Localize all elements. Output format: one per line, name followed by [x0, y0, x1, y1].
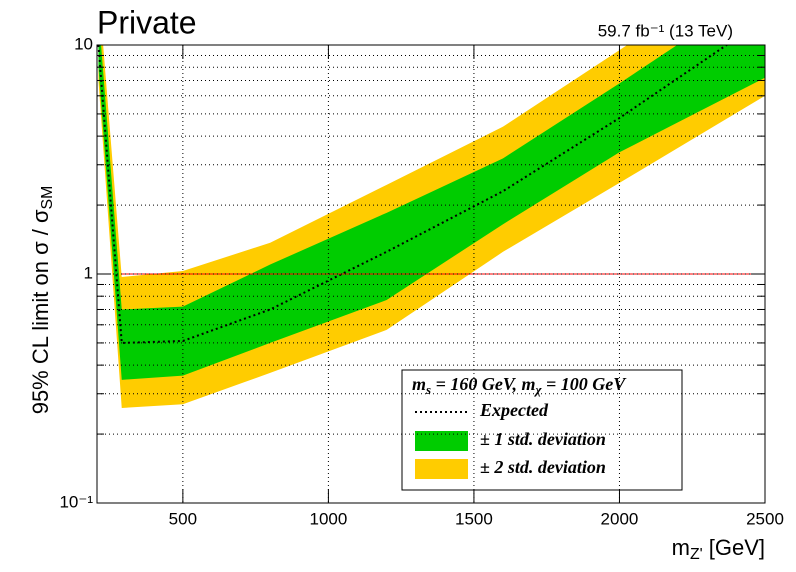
x-tick-label: 2500 [746, 509, 784, 528]
label-part: m [412, 374, 426, 394]
subtitle: 59.7 fb⁻¹ (13 TeV) [598, 21, 733, 40]
y-tick-label: 1 [84, 263, 93, 282]
label-part: = 100 GeV [542, 374, 628, 394]
label-part: m [672, 535, 690, 560]
legend-label: Expected [479, 400, 549, 420]
legend-label: ± 2 std. deviation [480, 457, 606, 477]
legend-label: ± 1 std. deviation [480, 429, 606, 449]
label-part: = 160 GeV, m [431, 374, 535, 394]
y-axis-label: 95% CL limit on σ / σSM [28, 186, 56, 415]
legend-swatch [415, 431, 468, 451]
subscript: s [425, 382, 431, 397]
label-part: 95% CL limit on σ / σ [28, 209, 53, 414]
x-tick-label: 500 [169, 509, 197, 528]
x-tick-label: 2000 [601, 509, 639, 528]
x-tick-label: 1000 [309, 509, 347, 528]
chart-title: Private [97, 4, 197, 40]
plot-overlay: 10⁻¹ 1 10 500 1000 1500 2000 2500 95% CL limit o… [28, 34, 784, 563]
legend-swatch [415, 459, 468, 479]
subscript: χ [534, 382, 543, 397]
legend-title: ms = 160 GeV, mχ = 100 GeV [412, 374, 627, 397]
x-axis-label: mZ' [GeV] [672, 535, 765, 563]
y-tick-label: 10 [74, 34, 93, 53]
x-tick-label: 1500 [455, 509, 493, 528]
label-part: [GeV] [703, 535, 765, 560]
y-tick-label: 10⁻¹ [59, 492, 93, 511]
subscript: Z' [690, 546, 703, 563]
subscript: SM [39, 186, 56, 210]
